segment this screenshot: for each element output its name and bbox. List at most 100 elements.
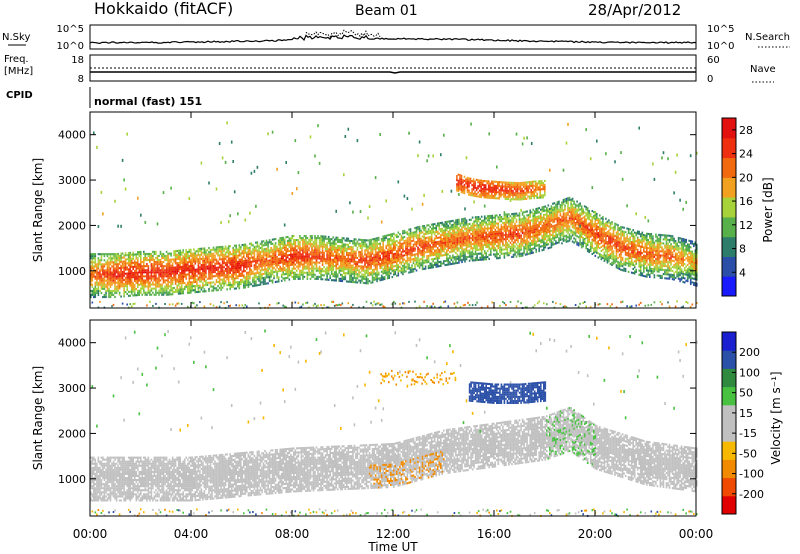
power-cell xyxy=(220,288,222,291)
power-cell xyxy=(103,277,106,280)
power-cell xyxy=(152,304,154,307)
power-cell xyxy=(358,271,360,274)
power-cell xyxy=(280,255,283,258)
power-cell xyxy=(477,248,480,251)
power-cell xyxy=(150,289,153,292)
power-cell xyxy=(338,303,341,306)
power-cell xyxy=(258,265,260,268)
power-cell xyxy=(193,274,195,277)
power-cell xyxy=(309,263,312,266)
power-cell xyxy=(93,271,95,274)
power-cell xyxy=(212,260,215,263)
power-cell xyxy=(408,131,410,135)
power-cell xyxy=(259,246,262,249)
power-cell xyxy=(415,228,418,231)
power-cell xyxy=(174,274,177,277)
power-cell xyxy=(214,268,216,271)
power-cell xyxy=(414,253,416,256)
power-cell xyxy=(479,252,481,255)
power-cell xyxy=(297,263,300,266)
power-cell xyxy=(294,247,297,250)
power-cell xyxy=(367,272,369,275)
power-cell xyxy=(100,273,103,276)
power-cell xyxy=(191,260,194,263)
power-cell xyxy=(267,282,269,285)
power-cell xyxy=(453,250,456,253)
power-cell xyxy=(430,305,433,308)
power-cell xyxy=(153,273,156,276)
power-cell xyxy=(218,142,221,145)
power-cell xyxy=(503,254,506,257)
power-cell xyxy=(371,252,374,255)
power-cell xyxy=(191,262,194,265)
power-cell xyxy=(356,269,359,272)
power-cell xyxy=(249,248,251,251)
power-cell xyxy=(209,259,212,262)
power-cell xyxy=(294,255,297,258)
power-cell xyxy=(296,253,298,256)
power-cell xyxy=(338,271,341,274)
power-cell xyxy=(359,267,362,270)
power-cell xyxy=(182,259,184,262)
power-cell xyxy=(99,289,101,292)
power-cell xyxy=(291,249,294,252)
power-cell xyxy=(503,230,506,233)
power-cell xyxy=(146,285,148,288)
power-cell xyxy=(140,252,142,255)
power-cell xyxy=(320,276,322,279)
power-cell xyxy=(403,266,406,269)
power-cell xyxy=(305,237,307,240)
power-cell xyxy=(499,238,501,241)
power-cell xyxy=(385,255,387,258)
power-cell xyxy=(230,259,233,262)
power-cell xyxy=(274,268,277,271)
power-cell xyxy=(152,281,154,284)
power-cell xyxy=(509,227,512,230)
power-cell xyxy=(480,232,483,235)
power-cell xyxy=(305,247,307,250)
power-cell xyxy=(180,290,183,293)
power-cell xyxy=(440,240,442,243)
power-cell xyxy=(493,235,495,238)
power-cell xyxy=(168,258,171,261)
power-cell xyxy=(141,285,144,288)
power-cell xyxy=(190,254,192,257)
power-cell xyxy=(423,193,425,197)
power-cell xyxy=(293,267,295,270)
power-cell xyxy=(323,241,325,244)
power-cell xyxy=(393,238,395,241)
power-cell xyxy=(426,232,428,235)
power-cell xyxy=(440,238,442,241)
power-cell xyxy=(255,282,257,285)
power-cell xyxy=(265,241,268,244)
power-cell xyxy=(411,266,413,269)
power-cell xyxy=(193,266,195,269)
power-cell xyxy=(382,260,384,263)
power-cell xyxy=(402,269,404,272)
power-cell xyxy=(353,275,356,278)
power-cell xyxy=(315,275,318,278)
power-cell xyxy=(453,229,456,232)
power-cell xyxy=(474,303,477,306)
power-cell xyxy=(412,249,415,252)
power-cell xyxy=(133,263,136,266)
power-cell xyxy=(274,264,277,267)
power-cell xyxy=(202,286,204,289)
power-cell xyxy=(106,263,109,266)
power-cell xyxy=(179,276,181,279)
power-cell xyxy=(294,257,297,260)
power-cell xyxy=(247,251,250,254)
power-cell xyxy=(383,261,386,264)
power-cell xyxy=(162,269,165,272)
power-cell xyxy=(379,262,381,265)
power-cell xyxy=(191,268,194,271)
power-cell xyxy=(300,273,303,276)
power-cell xyxy=(326,241,328,244)
power-cell xyxy=(235,281,237,284)
power-cell xyxy=(415,234,418,237)
power-cell xyxy=(486,249,489,252)
power-cell xyxy=(377,251,380,254)
power-cell xyxy=(362,306,365,308)
power-cell xyxy=(235,275,237,278)
power-cell xyxy=(506,252,509,255)
